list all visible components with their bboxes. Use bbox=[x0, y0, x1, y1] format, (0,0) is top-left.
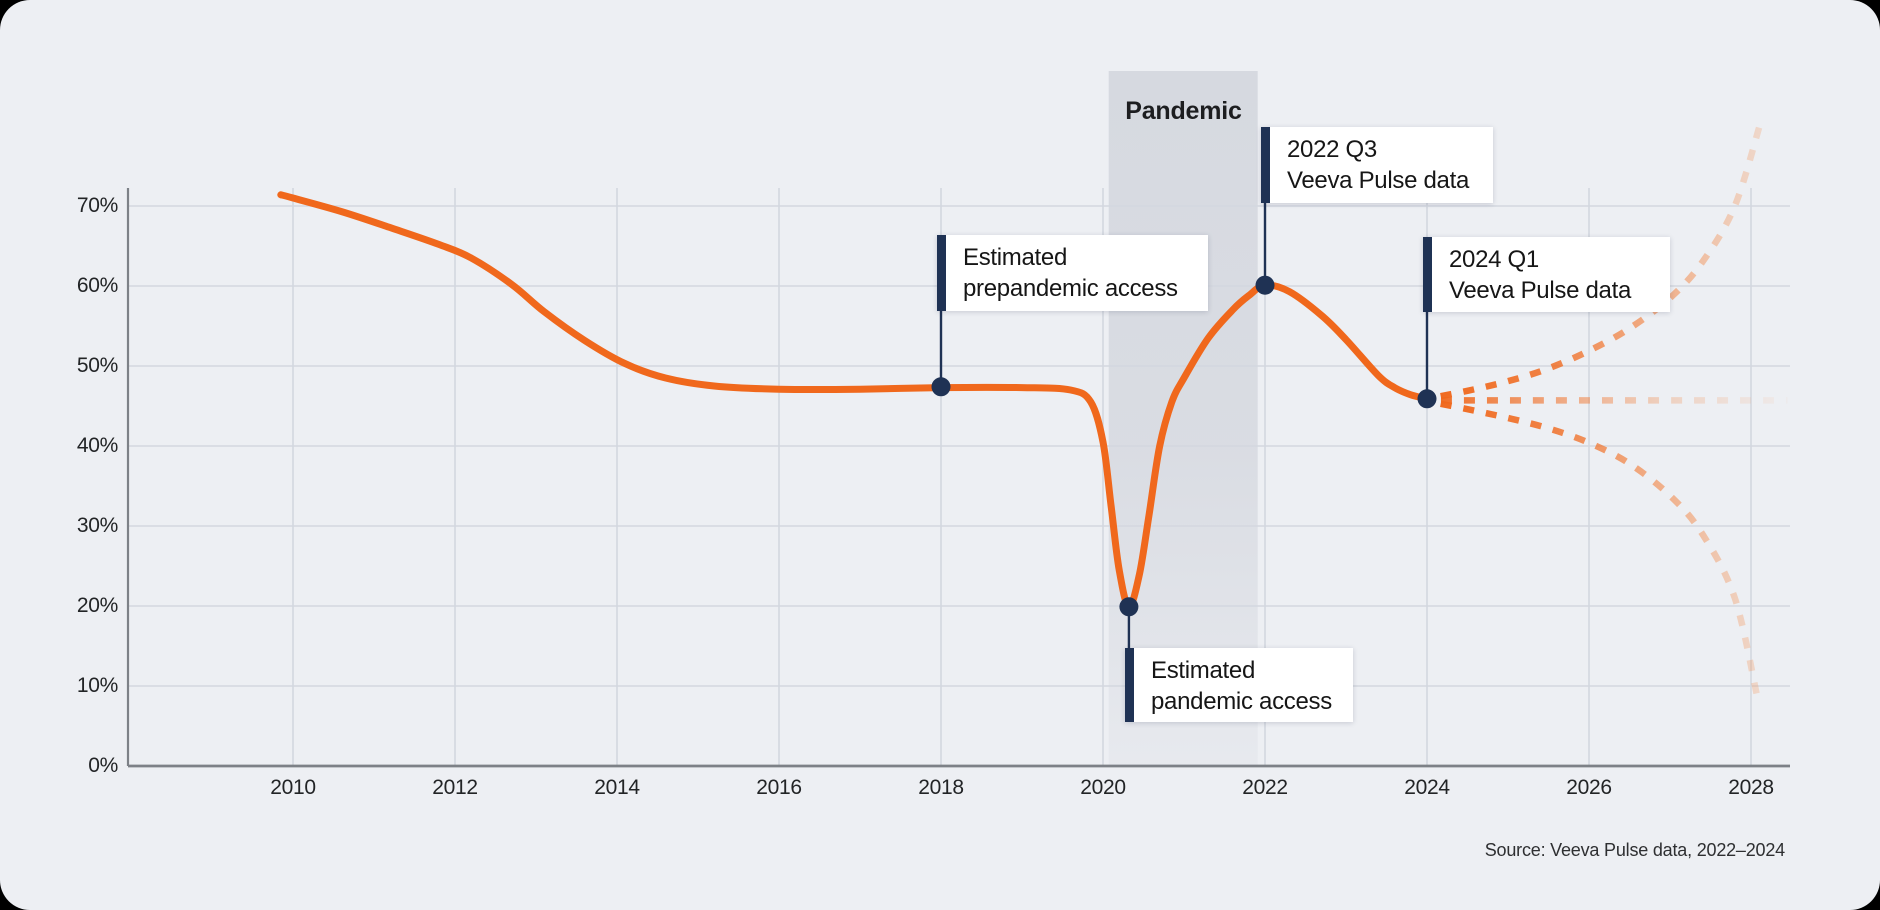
y-axis-tick-label: 10% bbox=[76, 674, 118, 697]
projection-dashed-lines bbox=[1426, 121, 1788, 699]
annotation-line: 2022 Q3 bbox=[1287, 136, 1377, 163]
y-axis-tick-label: 40% bbox=[76, 434, 118, 457]
projection-upper bbox=[1426, 121, 1764, 402]
x-axis-tick-label: 2022 bbox=[1242, 776, 1288, 799]
y-axis-tick-label: 70% bbox=[76, 194, 118, 217]
x-axis-tick-label: 2012 bbox=[432, 776, 478, 799]
annotation-box-pandemic-access: Estimated pandemic access bbox=[1125, 648, 1353, 722]
annotation-line: Veeva Pulse data bbox=[1449, 277, 1632, 304]
projection-lower bbox=[1426, 398, 1761, 699]
annotation-line: Estimated bbox=[963, 244, 1068, 271]
annotation-line: 2024 Q1 bbox=[1449, 246, 1539, 273]
x-axis-tick-label: 2014 bbox=[594, 776, 640, 799]
annotation-box-2024-q1: 2024 Q1 Veeva Pulse data bbox=[1423, 237, 1670, 312]
x-axis-tick-label: 2024 bbox=[1404, 776, 1450, 799]
q3-2022-point bbox=[1255, 275, 1275, 295]
y-axis-tick-label: 50% bbox=[76, 354, 118, 377]
y-axis-tick-label: 60% bbox=[76, 274, 118, 297]
x-axis-tick-label: 2010 bbox=[270, 776, 316, 799]
pandemic-low-point bbox=[1119, 597, 1139, 617]
annotation-line: Veeva Pulse data bbox=[1287, 167, 1470, 194]
pandemic-band-label: Pandemic bbox=[1125, 97, 1242, 125]
data-point-markers bbox=[931, 275, 1437, 617]
hcp-access-historical bbox=[277, 191, 1431, 611]
annotation-line: Estimated bbox=[1151, 657, 1256, 684]
x-axis-tick-label: 2020 bbox=[1080, 776, 1126, 799]
hcp-access-curve bbox=[277, 191, 1431, 611]
annotation-line: pandemic access bbox=[1151, 688, 1332, 715]
x-axis-tick-label: 2016 bbox=[756, 776, 802, 799]
axes bbox=[126, 188, 1790, 768]
annotation-box-2022-q3: 2022 Q3 Veeva Pulse data bbox=[1261, 127, 1493, 203]
x-axis-tick-label: 2028 bbox=[1728, 776, 1774, 799]
gridlines bbox=[128, 188, 1790, 766]
annotation-line: prepandemic access bbox=[963, 275, 1178, 302]
source-note: Source: Veeva Pulse data, 2022–2024 bbox=[1484, 840, 1785, 860]
x-axis-tick-label: 2026 bbox=[1566, 776, 1612, 799]
y-axis-tick-label: 30% bbox=[76, 514, 118, 537]
prepandemic-point bbox=[931, 377, 951, 397]
x-axis-tick-label: 2018 bbox=[918, 776, 964, 799]
y-axis-tick-label: 20% bbox=[76, 594, 118, 617]
annotation-box-prepandemic: Estimated prepandemic access bbox=[937, 235, 1208, 311]
y-axis-tick-label: 0% bbox=[88, 754, 118, 777]
q1-2024-point bbox=[1417, 389, 1437, 409]
